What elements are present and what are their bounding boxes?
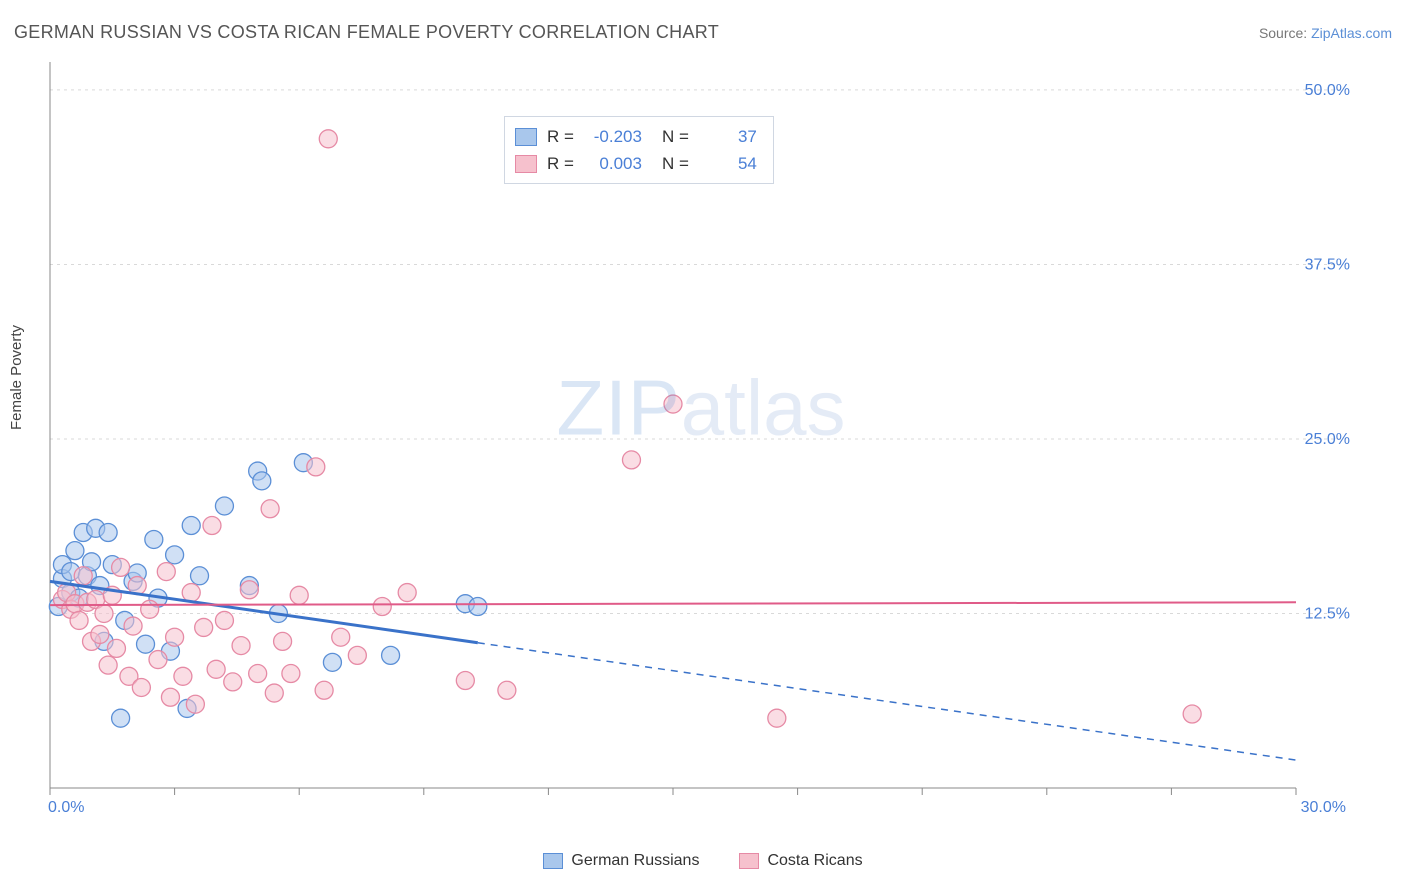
svg-text:0.0%: 0.0% xyxy=(48,799,84,816)
series-legend-item: Costa Ricans xyxy=(739,852,862,870)
chart-area: 0.0%30.0%12.5%25.0%37.5%50.0% ZIPatlas R… xyxy=(46,58,1356,818)
series-legend: German Russians Costa Ricans xyxy=(0,852,1406,870)
series-legend-item: German Russians xyxy=(543,852,699,870)
svg-text:50.0%: 50.0% xyxy=(1305,82,1350,99)
y-axis-label: Female Poverty xyxy=(8,325,25,430)
chart-title: GERMAN RUSSIAN VS COSTA RICAN FEMALE POV… xyxy=(14,22,719,43)
svg-text:12.5%: 12.5% xyxy=(1305,605,1350,622)
source-link[interactable]: ZipAtlas.com xyxy=(1311,25,1392,41)
svg-text:37.5%: 37.5% xyxy=(1305,256,1350,273)
svg-text:30.0%: 30.0% xyxy=(1301,799,1346,816)
legend-row: R = -0.203 N = 37 xyxy=(515,123,757,150)
svg-text:25.0%: 25.0% xyxy=(1305,431,1350,448)
legend-swatch xyxy=(739,853,759,869)
legend-swatch xyxy=(515,128,537,146)
correlation-legend: R = -0.203 N = 37 R = 0.003 N = 54 xyxy=(504,116,774,184)
source-label: Source: ZipAtlas.com xyxy=(1259,25,1392,41)
legend-swatch xyxy=(515,155,537,173)
chart-header: GERMAN RUSSIAN VS COSTA RICAN FEMALE POV… xyxy=(14,22,1392,43)
legend-row: R = 0.003 N = 54 xyxy=(515,150,757,177)
legend-swatch xyxy=(543,853,563,869)
